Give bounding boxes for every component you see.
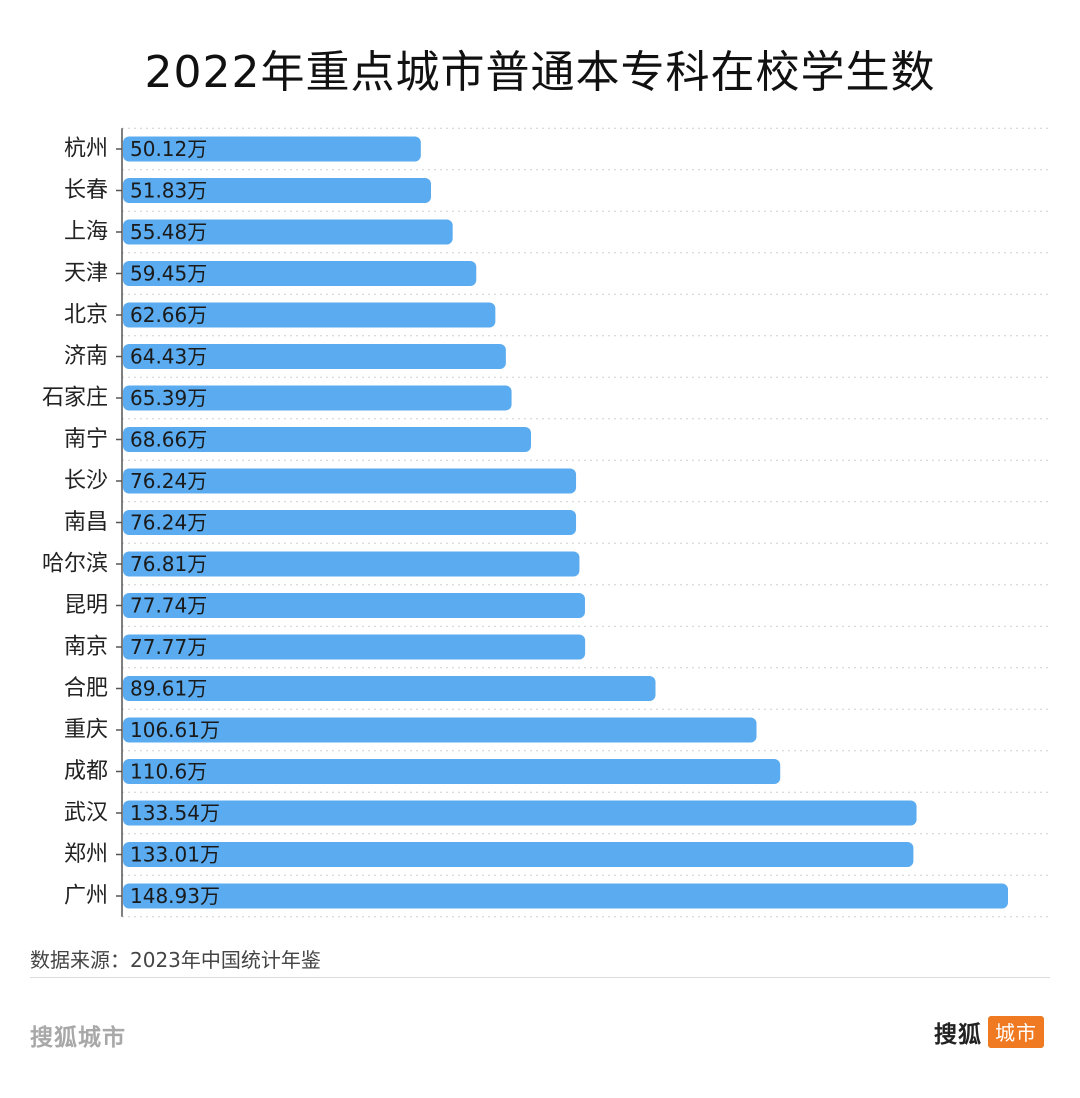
brand-logo-tag: 城市 xyxy=(988,1016,1044,1048)
bar xyxy=(123,551,580,577)
data-label: 148.93万 xyxy=(130,884,220,908)
data-label: 106.61万 xyxy=(130,718,220,742)
category-label: 南昌 xyxy=(64,510,108,535)
bar xyxy=(123,717,757,743)
bar xyxy=(123,302,496,328)
bar xyxy=(123,842,914,867)
bar xyxy=(123,344,506,369)
data-label: 89.61万 xyxy=(130,677,207,701)
data-label: 76.81万 xyxy=(130,552,207,576)
category-label: 广州 xyxy=(64,884,108,909)
data-label: 65.39万 xyxy=(130,386,207,410)
footer-divider xyxy=(30,977,1050,978)
data-label: 64.43万 xyxy=(130,345,207,369)
category-label: 天津 xyxy=(64,261,108,286)
data-label: 68.66万 xyxy=(130,428,207,452)
category-label: 郑州 xyxy=(64,842,108,867)
category-label: 南宁 xyxy=(64,427,108,452)
data-label: 133.54万 xyxy=(130,801,220,825)
category-label: 武汉 xyxy=(64,801,108,826)
bar xyxy=(123,178,431,203)
brand-logo-name: 搜狐 xyxy=(934,1022,982,1048)
data-label: 76.24万 xyxy=(130,511,207,535)
category-label: 昆明 xyxy=(64,593,108,618)
bar xyxy=(123,510,577,535)
category-label: 杭州 xyxy=(64,137,108,162)
category-label: 成都 xyxy=(64,759,108,784)
data-label: 77.74万 xyxy=(130,594,207,618)
bar xyxy=(123,427,532,452)
category-label: 石家庄 xyxy=(42,386,108,411)
category-label: 北京 xyxy=(64,303,108,328)
data-label: 59.45万 xyxy=(130,262,207,286)
category-label: 长沙 xyxy=(64,469,108,494)
bar xyxy=(123,261,477,286)
category-label: 南京 xyxy=(64,635,108,660)
bar xyxy=(123,676,656,701)
data-label: 62.66万 xyxy=(130,303,207,327)
data-label: 51.83万 xyxy=(130,179,207,203)
bar xyxy=(123,593,585,618)
data-label: 77.77万 xyxy=(130,635,207,659)
bar xyxy=(123,385,512,411)
data-label: 110.6万 xyxy=(130,760,207,784)
bar xyxy=(123,136,421,162)
bar xyxy=(123,634,586,660)
data-label: 55.48万 xyxy=(130,220,207,244)
bar xyxy=(123,759,781,784)
data-label: 133.01万 xyxy=(130,843,220,867)
category-label: 重庆 xyxy=(64,718,108,743)
brand-logo: 搜狐 城市 xyxy=(934,1015,1044,1049)
bar xyxy=(123,468,577,494)
category-label: 济南 xyxy=(64,344,108,369)
chart-title: 2022年重点城市普通本专科在校学生数 xyxy=(144,47,936,98)
bar xyxy=(123,800,917,826)
data-source: 数据来源：2023年中国统计年鉴 xyxy=(30,948,321,972)
data-label: 50.12万 xyxy=(130,137,207,161)
category-label: 哈尔滨 xyxy=(42,552,108,577)
bar xyxy=(123,883,1008,909)
data-label: 76.24万 xyxy=(130,469,207,493)
brand-watermark: 搜狐城市 xyxy=(30,1025,126,1051)
category-label: 长春 xyxy=(64,178,108,203)
category-label: 合肥 xyxy=(64,676,108,701)
bar xyxy=(123,219,453,245)
category-label: 上海 xyxy=(64,220,108,245)
